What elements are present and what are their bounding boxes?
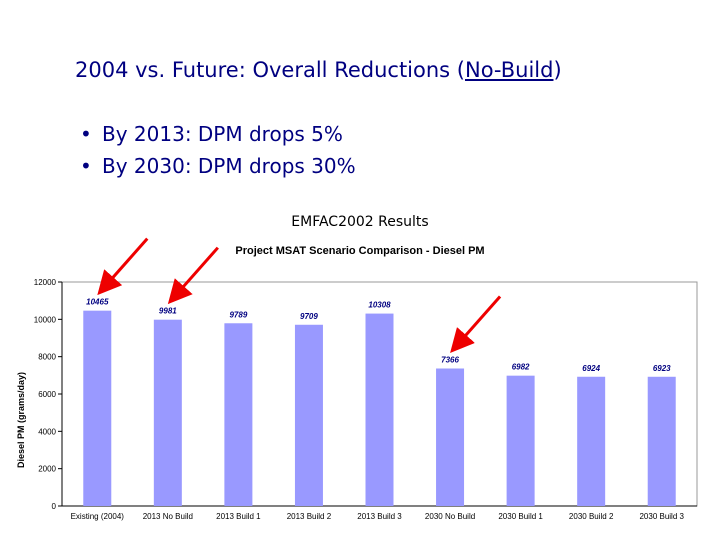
data-label: 6924 <box>582 364 600 373</box>
plot-area: 0 2000 4000 6000 8000 10000 12000 10465 Existing… <box>34 237 698 521</box>
annotation-arrow <box>97 237 149 296</box>
annotation-arrow <box>167 246 219 305</box>
slide-title: 2004 vs. Future: Overall Reductions (No-… <box>75 58 562 82</box>
x-tick-label: 2030 Build 1 <box>498 512 543 521</box>
bullet-dot: • <box>80 154 92 178</box>
data-label: 10465 <box>86 298 109 307</box>
x-tick-label: 2030 Build 3 <box>639 512 684 521</box>
bar <box>647 376 676 506</box>
y-tick-label: 8000 <box>38 353 56 362</box>
bar <box>365 313 394 506</box>
x-tick-label: 2030 Build 2 <box>569 512 614 521</box>
bullet-dot: • <box>80 122 92 146</box>
bullet-text: By 2013: DPM drops 5% <box>102 122 343 146</box>
bar <box>577 376 606 506</box>
annotation-arrow <box>450 295 502 353</box>
data-label: 9789 <box>229 310 247 319</box>
y-tick-label: 6000 <box>38 390 56 399</box>
bullet-item: • By 2013: DPM drops 5% <box>80 118 356 150</box>
x-tick-label: 2013 Build 2 <box>287 512 332 521</box>
bullet-item: • By 2030: DPM drops 30% <box>80 150 356 182</box>
bar <box>436 368 465 506</box>
data-label: 10308 <box>368 301 391 310</box>
bullet-list: • By 2013: DPM drops 5% • By 2030: DPM dro… <box>80 118 356 182</box>
bullet-text: By 2030: DPM drops 30% <box>102 154 356 178</box>
bar <box>294 324 323 506</box>
y-tick-label: 0 <box>52 502 57 511</box>
x-tick-label: 2013 No Build <box>143 512 193 521</box>
data-label: 9709 <box>300 312 318 321</box>
data-label: 6982 <box>512 363 530 372</box>
data-label: 7366 <box>441 356 459 365</box>
y-tick-label: 10000 <box>34 315 57 324</box>
bar <box>224 323 253 506</box>
y-tick-label: 4000 <box>38 427 56 436</box>
bar <box>153 319 182 506</box>
bar <box>83 310 112 506</box>
chart-caption: EMFAC2002 Results <box>291 214 429 230</box>
x-tick-label: Existing (2004) <box>71 512 125 521</box>
y-tick-label: 2000 <box>38 465 56 474</box>
y-tick-label: 12000 <box>34 278 57 287</box>
slide-title-underlined: No-Build <box>464 58 554 82</box>
data-label: 6923 <box>653 364 671 373</box>
bar-chart: Project MSAT Scenario Comparison - Diese… <box>16 237 698 521</box>
data-label: 9981 <box>159 307 177 316</box>
x-tick-label: 2030 No Build <box>425 512 475 521</box>
x-tick-label: 2013 Build 1 <box>216 512 261 521</box>
x-tick-label: 2013 Build 3 <box>357 512 402 521</box>
chart-title: Project MSAT Scenario Comparison - Diese… <box>235 245 484 257</box>
y-axis-label: Diesel PM (grams/day) <box>16 372 26 468</box>
bar <box>506 375 535 506</box>
slide-title-prefix: 2004 vs. Future: Overall Reductions ( <box>75 58 465 82</box>
slide-title-suffix: ) <box>553 58 562 82</box>
